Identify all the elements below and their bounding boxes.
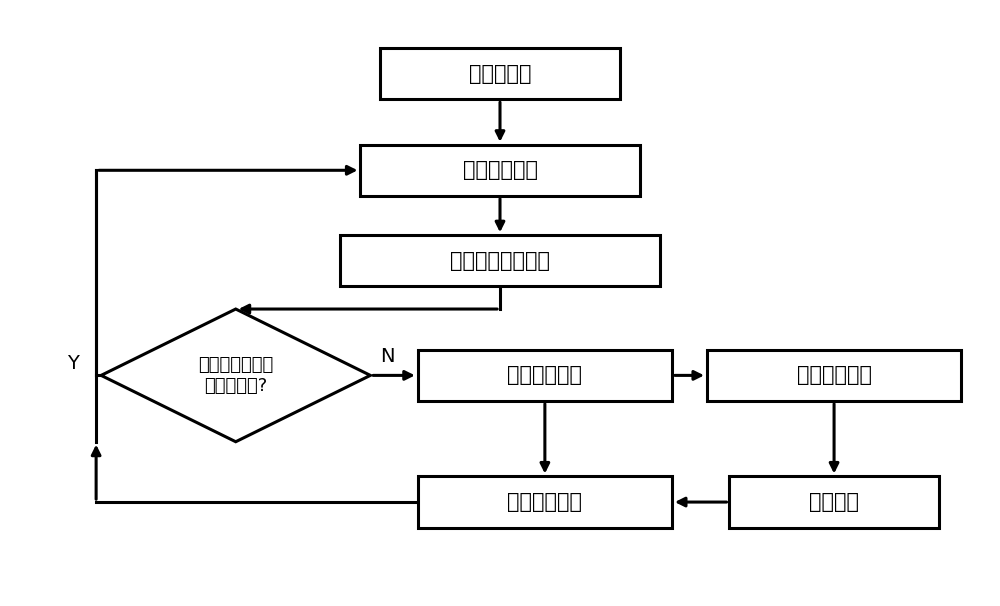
Text: 等待时钟中断: 等待时钟中断 xyxy=(797,365,872,385)
FancyBboxPatch shape xyxy=(418,350,672,401)
FancyBboxPatch shape xyxy=(707,350,961,401)
Text: 上电初始化: 上电初始化 xyxy=(469,64,531,84)
Text: N: N xyxy=(380,347,395,367)
Polygon shape xyxy=(101,309,370,442)
FancyBboxPatch shape xyxy=(418,476,672,528)
Text: 选通相应通道: 选通相应通道 xyxy=(507,365,582,385)
Text: 等待握手信号: 等待握手信号 xyxy=(462,161,538,181)
Text: 驱动发射线圈: 驱动发射线圈 xyxy=(507,492,582,512)
Text: 时钟中断: 时钟中断 xyxy=(809,492,859,512)
Text: 驱动脉宽调制模块: 驱动脉宽调制模块 xyxy=(450,251,550,271)
Text: 通道数是否达到
磁场源个数?: 通道数是否达到 磁场源个数? xyxy=(198,356,273,395)
FancyBboxPatch shape xyxy=(380,48,620,99)
FancyBboxPatch shape xyxy=(340,235,660,287)
Text: Y: Y xyxy=(67,354,79,373)
FancyBboxPatch shape xyxy=(360,145,640,196)
FancyBboxPatch shape xyxy=(729,476,939,528)
